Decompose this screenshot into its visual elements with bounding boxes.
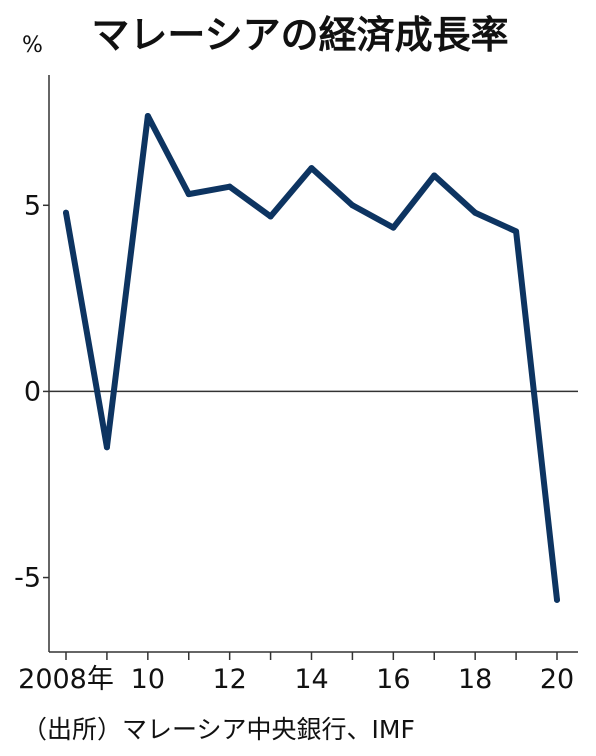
series-line (63, 112, 560, 603)
y-ticks: 5 0 -5 (14, 190, 49, 594)
data-point (472, 209, 479, 216)
data-point (103, 444, 110, 451)
data-point (63, 209, 69, 216)
data-point (185, 191, 192, 198)
x-tick-label: 10 (131, 664, 165, 695)
data-point (554, 596, 560, 603)
data-point (144, 112, 151, 119)
x-tick-label: 18 (458, 664, 492, 695)
x-tick-label: 12 (212, 664, 246, 695)
data-point (267, 213, 274, 220)
x-tick-label: 2008年 (18, 664, 114, 695)
x-tick-labels: 2008年 10 12 14 16 18 20 (18, 664, 574, 695)
x-tick-label: 20 (540, 664, 574, 695)
chart-title: マレーシアの経済成長率 (91, 13, 508, 57)
x-tick-label: 16 (376, 664, 410, 695)
y-tick-label: 5 (24, 190, 41, 221)
y-unit-label: % (22, 33, 43, 58)
x-ticks (65, 652, 558, 660)
y-tick-label: 0 (24, 376, 41, 407)
x-tick-label: 14 (294, 664, 328, 695)
data-point (431, 172, 438, 179)
series-points (63, 112, 560, 603)
data-point (513, 228, 520, 235)
data-point (390, 224, 397, 231)
y-tick-label: -5 (14, 563, 41, 594)
data-point (308, 165, 315, 172)
data-point (226, 183, 233, 190)
source-note: （出所）マレーシア中央銀行、IMF (22, 715, 415, 744)
data-point (349, 202, 356, 209)
